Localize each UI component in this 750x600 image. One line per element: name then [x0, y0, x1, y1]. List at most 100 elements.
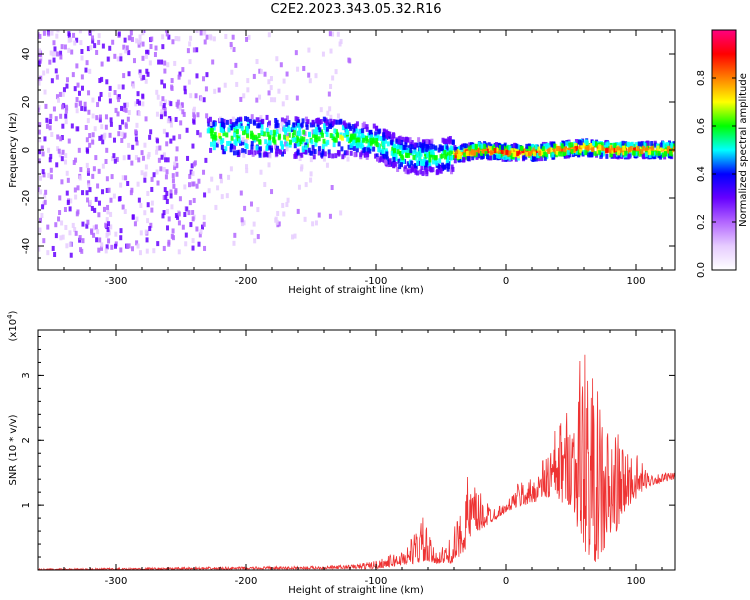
spectrogram-cell [252, 221, 256, 227]
spectrogram-cell [73, 40, 77, 46]
spectrogram-cell [169, 138, 173, 144]
spectrogram-cell [104, 114, 108, 120]
spectrogram-cell [407, 145, 411, 151]
spectrogram-cell [268, 153, 272, 159]
spectrogram-cell [59, 113, 63, 119]
spectrogram-cell [296, 66, 300, 72]
spectrogram-cell [177, 220, 181, 226]
spectrogram-cell [230, 69, 234, 75]
spectrogram-cell [318, 127, 322, 133]
spectrogram-cell [47, 147, 51, 153]
spectrogram-cell [39, 175, 43, 181]
spectrogram-cell [167, 216, 171, 222]
spectrogram-cell [239, 116, 243, 122]
spectrogram-cell [86, 197, 90, 203]
spectrogram-cell [150, 176, 154, 182]
spectrogram-cell [50, 30, 54, 36]
spectrogram-cell [113, 53, 117, 59]
spectrogram-cell [47, 172, 51, 178]
spectrogram-cell [297, 119, 301, 125]
spectrogram-cell [336, 31, 340, 37]
spectrogram-cell [54, 222, 58, 228]
spectrogram-cell [429, 146, 433, 152]
spectrogram-cell [126, 181, 130, 187]
spectrogram-cell [50, 131, 54, 137]
spectrogram-cell [282, 149, 286, 155]
spectrogram-cell [69, 198, 73, 204]
spectrogram-cell [205, 113, 209, 119]
spectrogram-cell [282, 127, 286, 133]
spectrogram-cell [391, 132, 395, 138]
spectrogram-cell [647, 150, 651, 156]
spectrogram-cell [263, 182, 267, 188]
spectrogram-cell [392, 163, 396, 169]
spectrogram-cell [190, 163, 194, 169]
spectrogram-cell [59, 54, 63, 60]
bottom-x-tick-label: -300 [105, 576, 128, 587]
spectrogram-cell [58, 195, 62, 201]
spectrogram-cell [230, 122, 234, 128]
spectrogram-cell [183, 85, 187, 91]
spectrogram-cell [264, 139, 268, 145]
spectrogram-cell [349, 150, 353, 156]
spectrogram-cell [276, 123, 280, 129]
spectrogram-cell [91, 132, 95, 138]
spectrogram-cell [86, 15, 89, 20]
spectrogram-cell [100, 76, 104, 82]
spectrogram-cell [333, 137, 337, 143]
spectrogram-cell [536, 152, 540, 158]
spectrogram-cell [419, 169, 423, 175]
spectrogram-cell [543, 155, 547, 161]
spectrogram-cell [202, 169, 206, 175]
spectrogram-cell [191, 245, 195, 251]
spectrogram-cell [331, 31, 335, 37]
spectrogram-cell [326, 110, 330, 116]
spectrogram-cell [212, 140, 216, 146]
spectrogram-cell [312, 129, 316, 135]
spectrogram-cell [121, 175, 125, 181]
spectrogram-cell [309, 171, 313, 177]
spectrogram-cell [61, 123, 65, 129]
spectrogram-cell [436, 169, 440, 175]
spectrogram-cell [339, 119, 343, 125]
spectrogram-cell [332, 142, 336, 148]
spectrogram-cell [382, 135, 386, 141]
spectrogram-cell [316, 117, 320, 123]
spectrogram-cell [431, 159, 435, 165]
spectrogram-cell [135, 38, 139, 44]
spectrogram-cell [235, 129, 239, 135]
spectrogram-cell [416, 160, 420, 166]
spectrogram-cell [146, 202, 150, 208]
spectrogram-cell [473, 144, 477, 150]
spectrogram-cell [638, 149, 642, 155]
spectrogram-cell [119, 247, 123, 253]
spectrogram-cell [137, 111, 141, 117]
spectrogram-cell [332, 119, 336, 125]
spectrogram-cell [108, 132, 112, 138]
spectrogram-cell [133, 221, 137, 227]
spectrogram-cell [259, 115, 263, 121]
spectrogram-cell [330, 185, 334, 191]
spectrogram-data [38, 15, 675, 258]
spectrogram-cell [252, 73, 256, 79]
spectrogram-cell [179, 120, 183, 126]
spectrogram-cell [38, 227, 42, 233]
spectrogram-cell [640, 149, 644, 155]
spectrogram-cell [97, 200, 101, 206]
spectrogram-cell [525, 146, 529, 152]
spectrogram-cell [62, 87, 66, 93]
spectrogram-cell [353, 133, 357, 139]
spectrogram-cell [141, 155, 145, 161]
spectrogram-cell [268, 145, 272, 151]
spectrogram-cell [471, 144, 475, 150]
spectrogram-cell [670, 143, 674, 149]
spectrogram-cell [254, 134, 258, 140]
spectrogram-cell [484, 151, 488, 157]
spectrogram-cell [211, 59, 215, 65]
spectrogram-cell [334, 129, 338, 135]
spectrogram-cell [165, 199, 169, 205]
spectrogram-cell [38, 137, 42, 143]
spectrogram-cell [43, 30, 47, 31]
spectrogram-cell [135, 216, 139, 222]
